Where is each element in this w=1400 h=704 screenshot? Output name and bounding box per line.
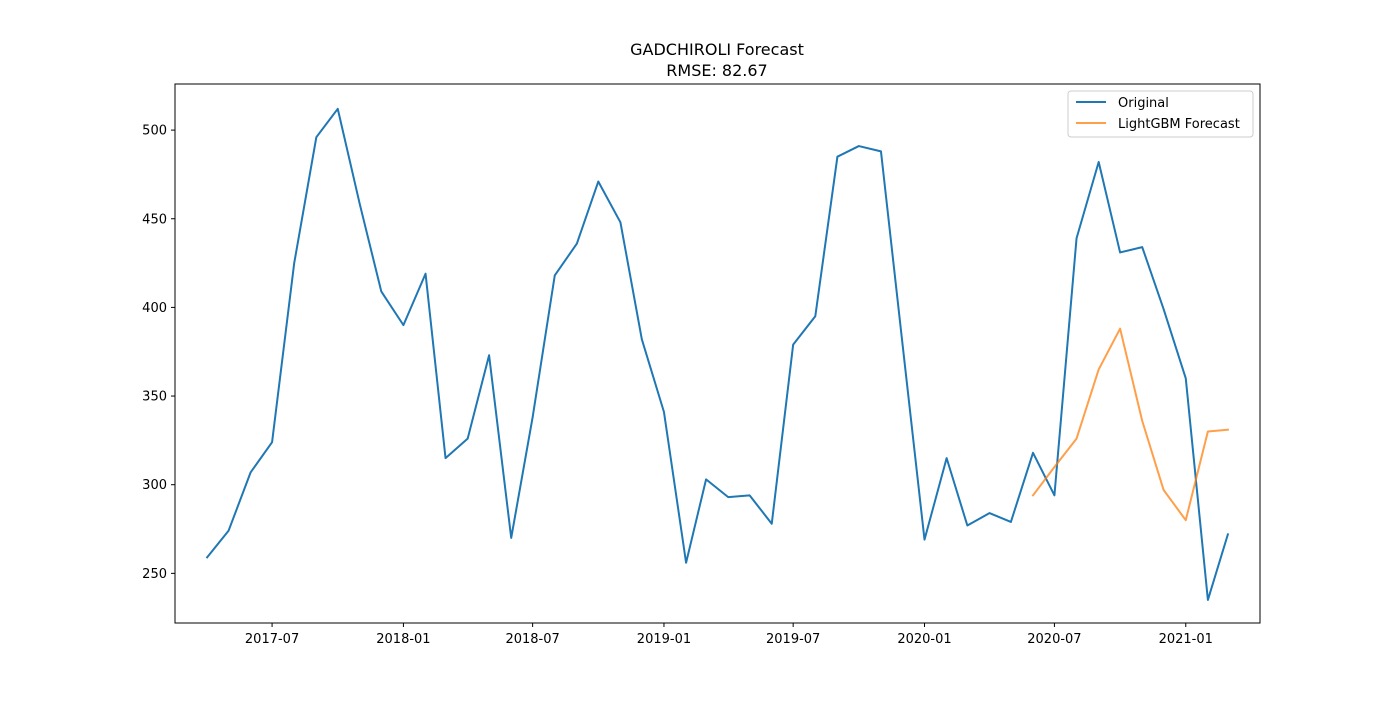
x-tick-label: 2020-01 (897, 632, 951, 647)
y-tick-label: 300 (142, 478, 167, 493)
x-tick-label: 2020-07 (1027, 632, 1081, 647)
series-line-forecast (1031, 327, 1229, 522)
y-tick-label: 500 (142, 124, 167, 139)
chart-subtitle: RMSE: 82.67 (666, 61, 767, 80)
legend: Original LightGBM Forecast (1067, 90, 1254, 138)
x-tick-label: 2019-07 (766, 632, 820, 647)
x-tick-label: 2021-01 (1159, 632, 1213, 647)
y-tick-label: 250 (142, 567, 167, 582)
y-tick-label: 400 (142, 301, 167, 316)
plot-area: 250 300 350 400 450 500 2017-07 2018-01 2018-07 2… (142, 107, 1230, 647)
series-line-original (205, 107, 1230, 601)
legend-label: Original (1118, 96, 1169, 111)
x-tick-label: 2018-07 (505, 632, 559, 647)
legend-label: LightGBM Forecast (1118, 117, 1240, 132)
y-tick-label: 350 (142, 390, 167, 405)
y-tick-label: 450 (142, 212, 167, 227)
chart-title: GADCHIROLI Forecast (630, 40, 804, 59)
x-tick-label: 2018-01 (376, 632, 430, 647)
x-tick-label: 2017-07 (245, 632, 299, 647)
x-tick-label: 2019-01 (637, 632, 691, 647)
legend-box (1067, 90, 1254, 138)
axes-frame (174, 83, 1261, 624)
